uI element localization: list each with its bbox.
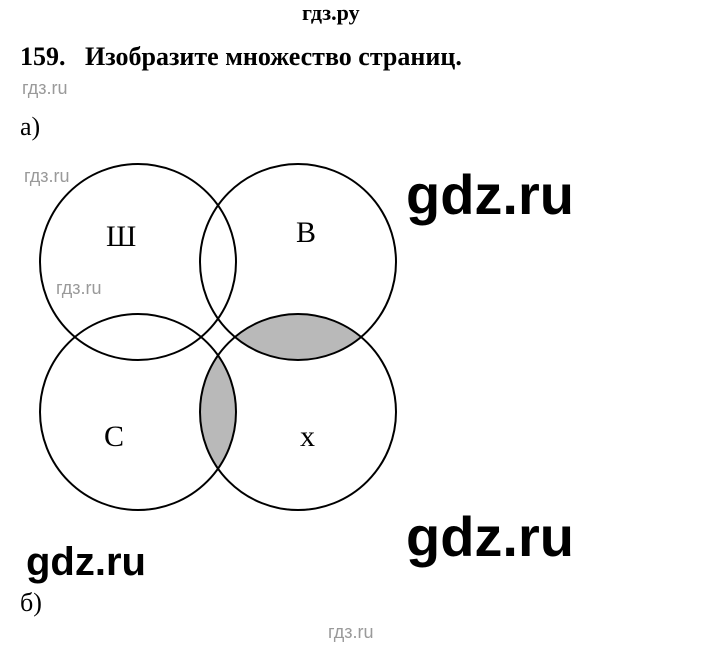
watermark-small-2: гдз.ru — [56, 278, 102, 299]
header-watermark: гдз.ру — [302, 0, 360, 26]
watermark-small-3: гдз.ru — [328, 622, 374, 643]
watermark-small-0: гдз.ru — [22, 78, 68, 99]
venn-diagram-a: Ш В С х — [20, 150, 440, 540]
label-sh: Ш — [106, 220, 136, 253]
exercise-text: Изобразите множество страниц. — [85, 42, 462, 71]
venn-svg: Ш В С х — [20, 150, 440, 540]
sublabel-b: б) — [20, 588, 42, 618]
label-x: х — [300, 420, 315, 453]
watermark-big-2: gdz.ru — [26, 540, 146, 585]
watermark-big-1: gdz.ru — [406, 504, 574, 569]
exercise-title: 159. Изобразите множество страниц. — [20, 42, 462, 72]
exercise-number: 159. — [20, 42, 66, 71]
watermark-small-1: гдз.ru — [24, 166, 70, 187]
watermark-big-0: gdz.ru — [406, 162, 574, 227]
label-s: С — [104, 420, 124, 453]
sublabel-a: а) — [20, 112, 40, 142]
label-v: В — [296, 216, 316, 249]
circle-sh — [40, 164, 236, 360]
